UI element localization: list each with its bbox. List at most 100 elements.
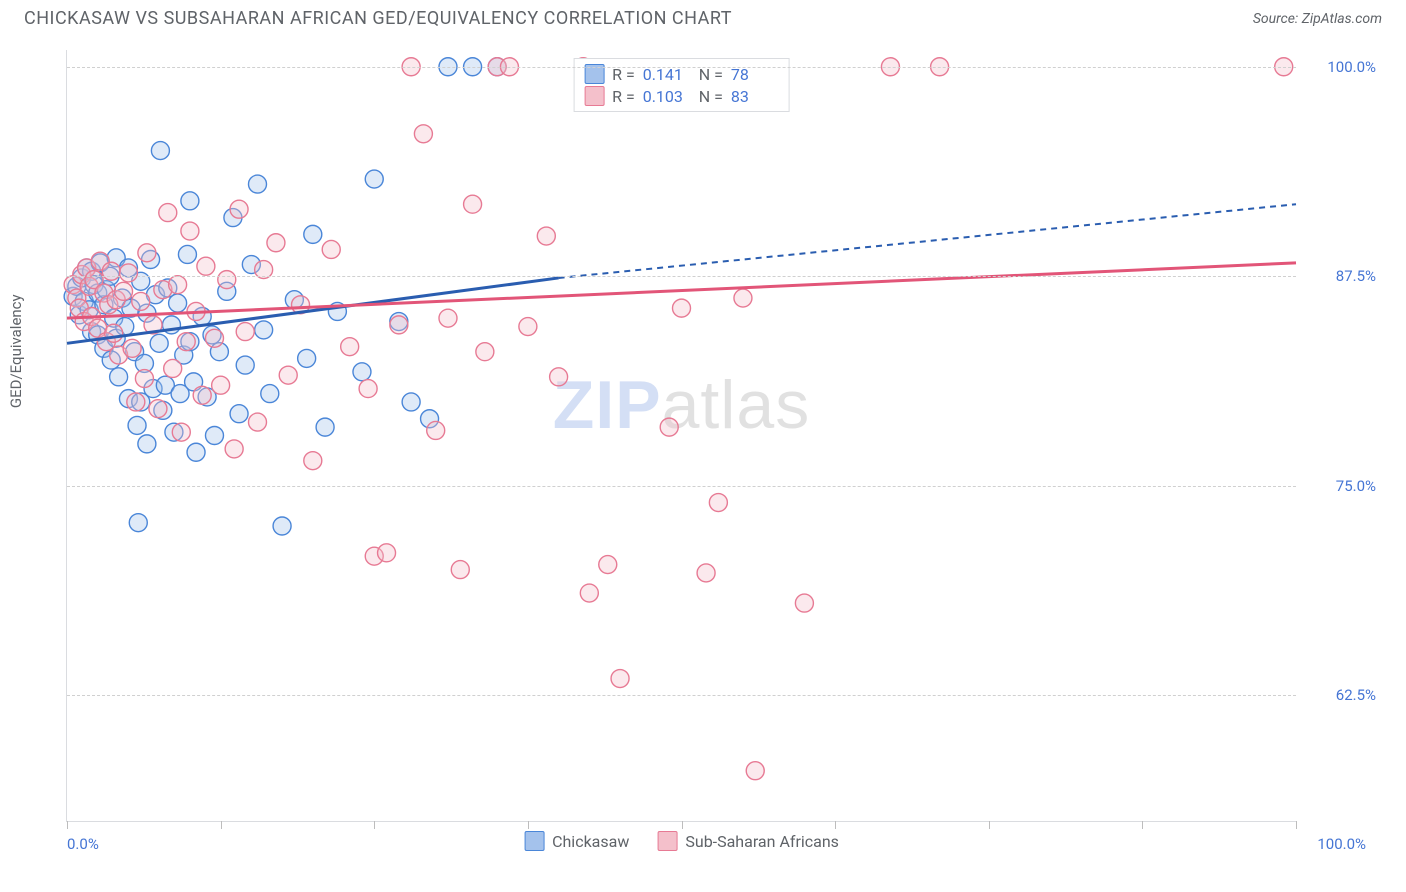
stat-r-label: R =	[612, 87, 635, 106]
scatter-point	[341, 338, 359, 356]
scatter-point	[611, 670, 629, 688]
scatter-point	[102, 262, 120, 280]
scatter-point	[212, 376, 230, 394]
scatter-point	[248, 413, 266, 431]
scatter-point	[359, 380, 377, 398]
scatter-point	[218, 271, 236, 289]
scatter-point	[378, 544, 396, 562]
scatter-point	[248, 175, 266, 193]
scatter-point	[390, 316, 408, 334]
scatter-point	[697, 564, 715, 582]
scatter-point	[135, 370, 153, 388]
legend-swatch	[584, 86, 604, 106]
scatter-point	[169, 294, 187, 312]
scatter-point	[304, 225, 322, 243]
x-min-label: 0.0%	[67, 835, 99, 853]
plot-svg	[67, 50, 1296, 821]
scatter-point	[537, 227, 555, 245]
plot-area: ZIPatlas R =0.141N =78R =0.103N =83 Chic…	[66, 50, 1296, 822]
x-tick	[221, 821, 222, 829]
scatter-point	[322, 240, 340, 258]
scatter-point	[439, 309, 457, 327]
scatter-point	[181, 222, 199, 240]
scatter-point	[580, 584, 598, 602]
scatter-point	[353, 363, 371, 381]
scatter-point	[205, 427, 223, 445]
scatter-point	[181, 192, 199, 210]
scatter-point	[110, 368, 128, 386]
y-tick-label: 87.5%	[1304, 267, 1376, 285]
stat-r-value: 0.103	[643, 87, 691, 106]
legend-item: Chickasaw	[524, 831, 629, 851]
x-tick	[989, 821, 990, 829]
scatter-point	[660, 418, 678, 436]
scatter-point	[128, 416, 146, 434]
scatter-point	[132, 292, 150, 310]
scatter-point	[464, 195, 482, 213]
scatter-point	[304, 452, 322, 470]
scatter-point	[230, 405, 248, 423]
scatter-point	[709, 494, 727, 512]
scatter-point	[550, 368, 568, 386]
x-tick	[528, 821, 529, 829]
scatter-point	[187, 443, 205, 461]
scatter-point	[225, 440, 243, 458]
scatter-point	[795, 594, 813, 612]
scatter-point	[236, 323, 254, 341]
x-tick	[67, 821, 68, 829]
scatter-point	[279, 366, 297, 384]
bottom-legend: Chickasaw Sub-Saharan Africans	[524, 831, 839, 851]
y-axis-label: GED/Equivalency	[7, 294, 25, 408]
x-tick	[1296, 821, 1297, 829]
scatter-point	[164, 359, 182, 377]
gridline	[67, 695, 1296, 696]
gridline	[67, 67, 1296, 68]
scatter-point	[151, 142, 169, 160]
legend-item: Sub-Saharan Africans	[657, 831, 839, 851]
gridline	[67, 486, 1296, 487]
scatter-point	[159, 204, 177, 222]
scatter-point	[197, 257, 215, 275]
scatter-point	[365, 170, 383, 188]
scatter-point	[746, 762, 764, 780]
stat-n-label: N =	[699, 87, 723, 106]
x-tick	[374, 821, 375, 829]
scatter-point	[230, 200, 248, 218]
y-tick-label: 62.5%	[1304, 686, 1376, 704]
scatter-point	[172, 423, 190, 441]
scatter-point	[138, 435, 156, 453]
scatter-point	[193, 386, 211, 404]
legend-swatch	[524, 831, 544, 851]
scatter-point	[298, 349, 316, 367]
y-tick-label: 100.0%	[1304, 58, 1376, 76]
scatter-point	[316, 418, 334, 436]
scatter-point	[267, 234, 285, 252]
scatter-point	[115, 282, 133, 300]
scatter-point	[476, 343, 494, 361]
gridline	[67, 276, 1296, 277]
scatter-point	[138, 244, 156, 262]
scatter-point	[150, 334, 168, 352]
stats-row: R = 0.103 N = 83	[584, 85, 779, 107]
scatter-point	[129, 514, 147, 532]
scatter-point	[169, 276, 187, 294]
scatter-point	[255, 321, 273, 339]
scatter-point	[427, 421, 445, 439]
x-tick	[682, 821, 683, 829]
scatter-point	[734, 289, 752, 307]
scatter-point	[451, 561, 469, 579]
scatter-point	[205, 329, 223, 347]
scatter-point	[402, 393, 420, 411]
source-label: Source: ZipAtlas.com	[1253, 11, 1382, 27]
scatter-point	[178, 245, 196, 263]
scatter-point	[599, 556, 617, 574]
legend-label: Chickasaw	[552, 832, 629, 851]
chart-container: GED/Equivalency ZIPatlas R =0.141N =78R …	[20, 40, 1386, 872]
scatter-point	[236, 356, 254, 374]
y-tick-label: 75.0%	[1304, 477, 1376, 495]
scatter-point	[127, 393, 145, 411]
scatter-point	[123, 339, 141, 357]
scatter-point	[149, 400, 167, 418]
scatter-point	[519, 318, 537, 336]
stat-n-value: 83	[731, 87, 779, 106]
